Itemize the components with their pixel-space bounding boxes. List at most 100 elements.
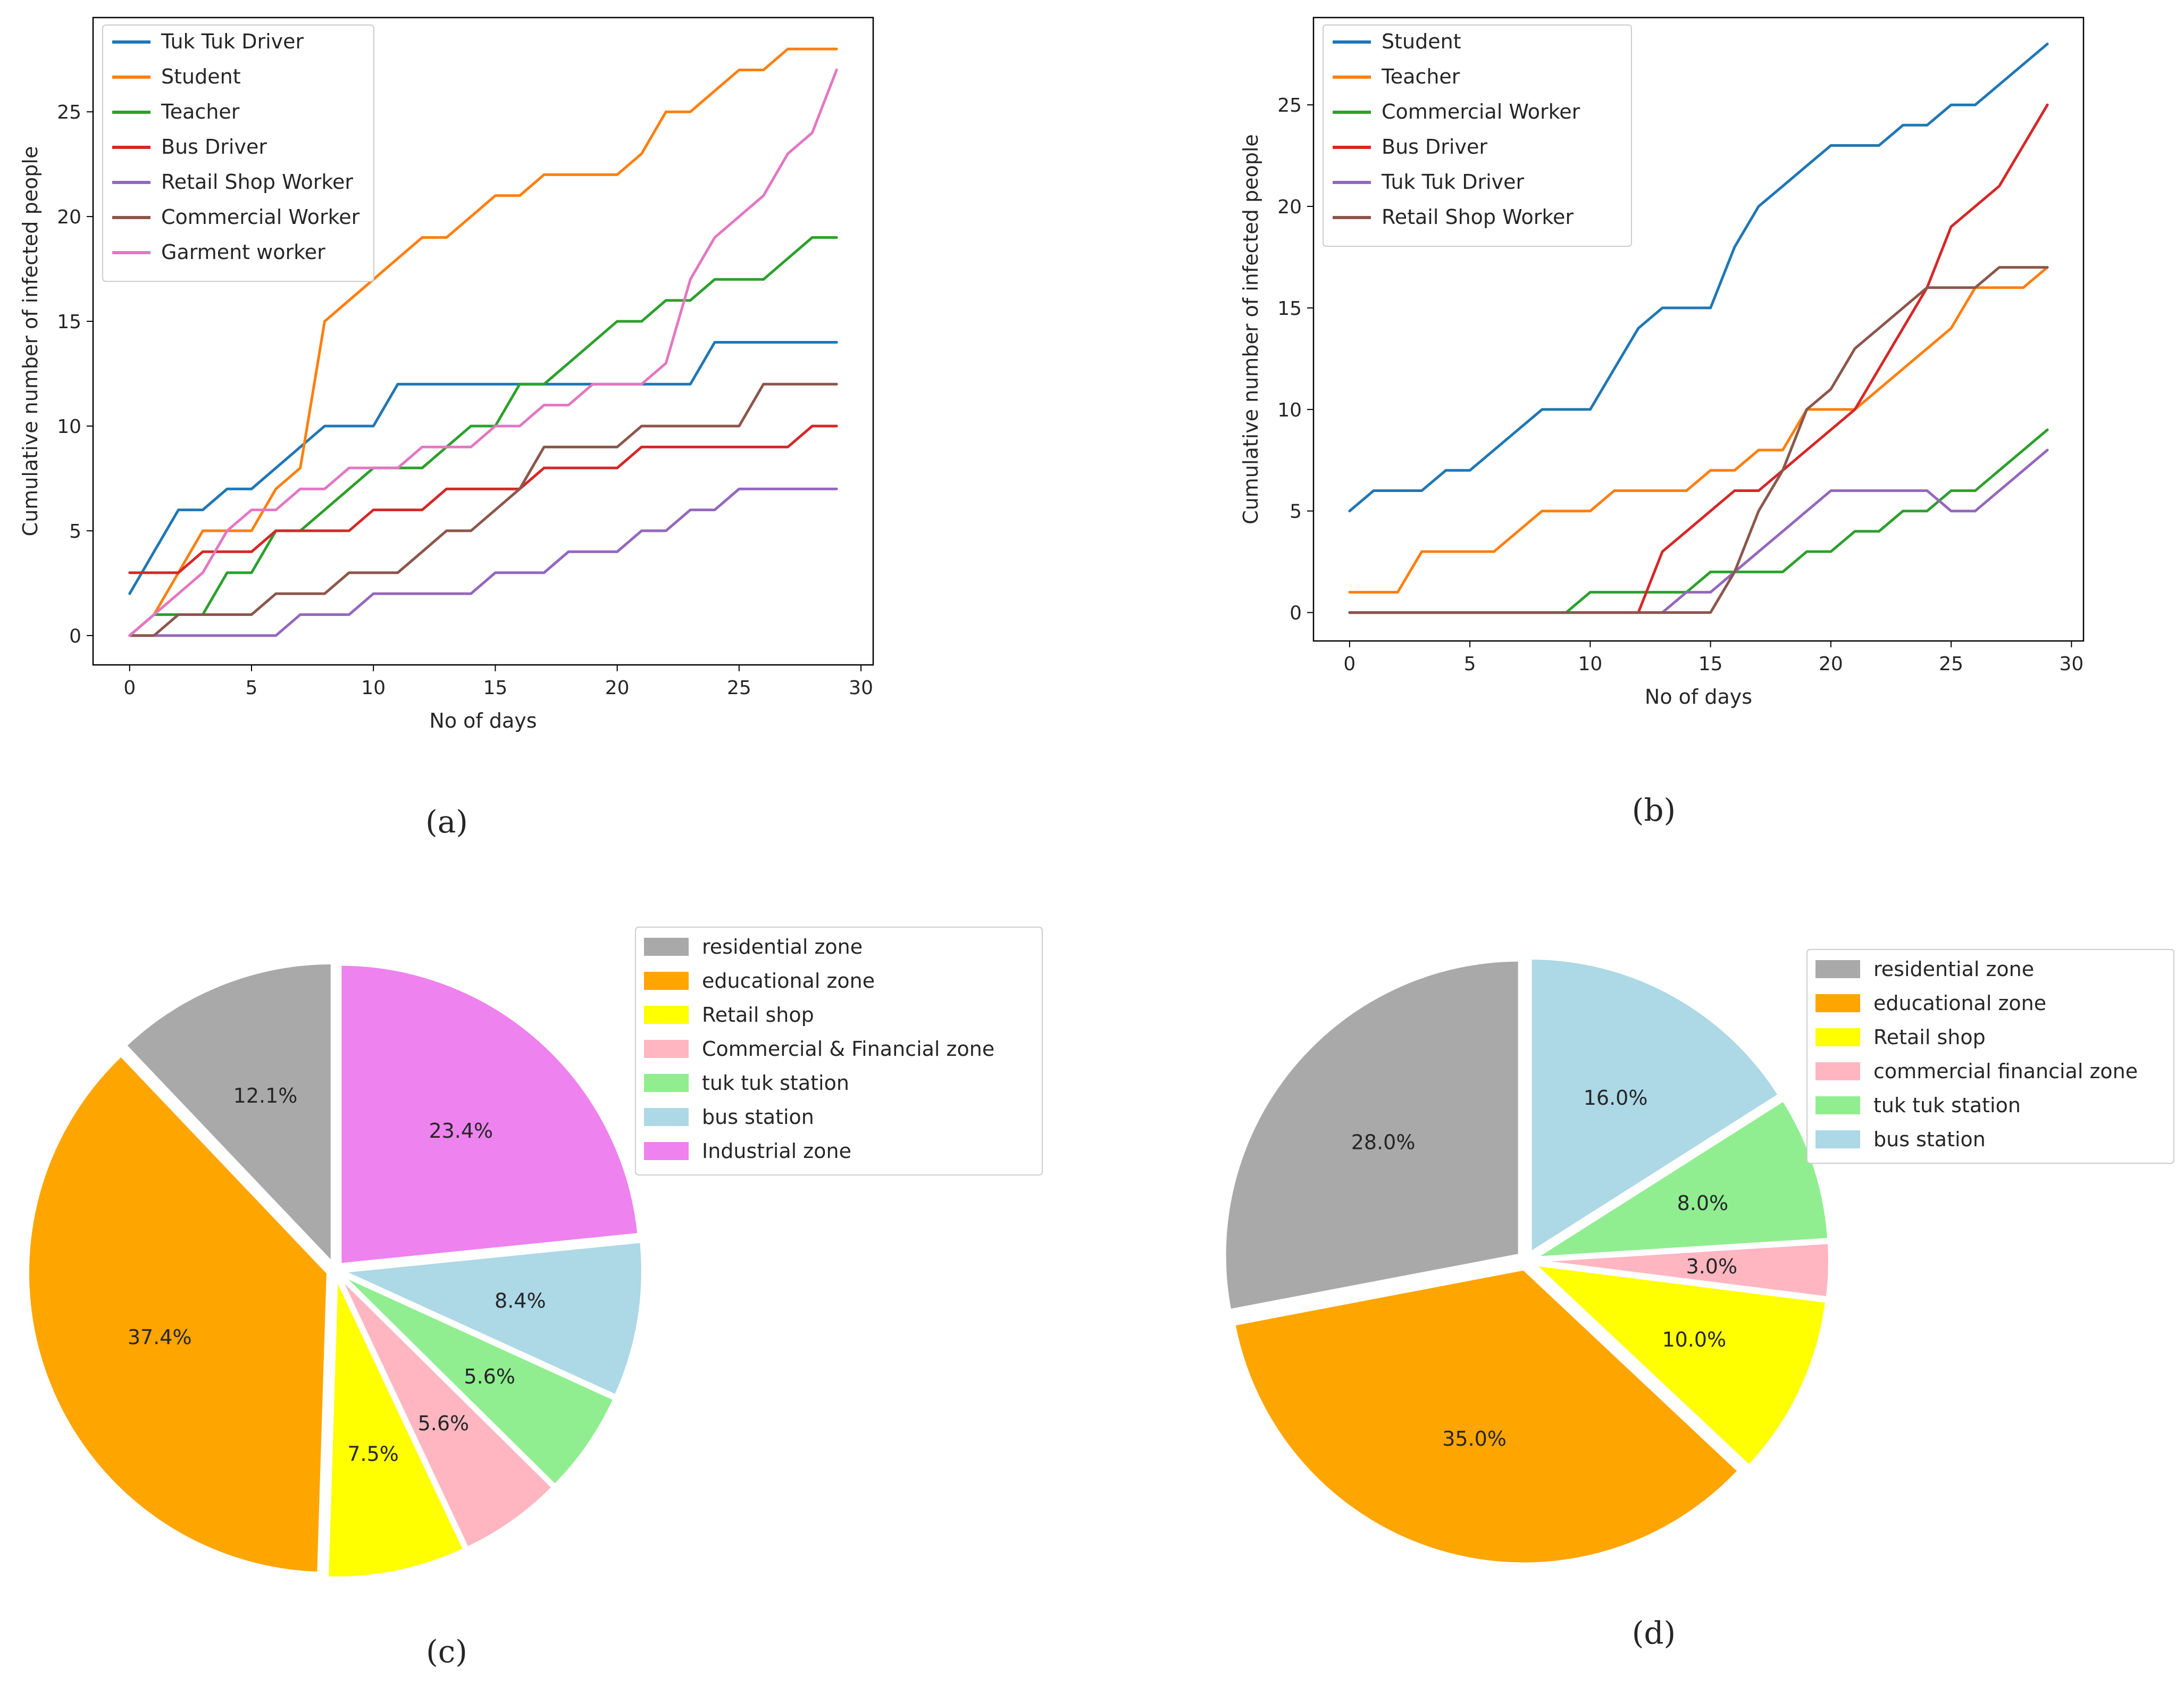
y-tick-label: 0 — [1290, 603, 1302, 624]
legend-label: Teacher — [1381, 65, 1460, 88]
pie-percent-label: 37.4% — [128, 1326, 192, 1349]
legend-label: Teacher — [161, 100, 240, 123]
legend-swatch — [644, 1142, 689, 1160]
legend-label: Industrial zone — [702, 1139, 851, 1163]
x-tick-label: 5 — [1464, 653, 1476, 675]
x-tick-label: 10 — [1578, 653, 1602, 675]
pie-chart-c: 12.1% 37.4% 7.5% 5.6% 5.6% 8.4% 23.4% residenti… — [26, 927, 1043, 1670]
legend-label: tuk tuk station — [1873, 1094, 2021, 1117]
legend-label: Student — [1382, 30, 1461, 53]
pie-percent-label: 35.0% — [1442, 1427, 1507, 1451]
series-line-teacher — [128, 236, 838, 637]
legend-label: Tuk Tuk Driver — [161, 30, 304, 53]
pie-slice-tuk-tuk-station — [1533, 1098, 1831, 1260]
pie-slice-industrial-zone — [338, 962, 641, 1266]
caption-b: (b) — [1632, 792, 1676, 828]
legend-box — [1806, 949, 2174, 1164]
y-tick-label: 10 — [1277, 399, 1302, 421]
pie-slice-tuk-tuk-station — [339, 1272, 616, 1487]
pie-percent-label: 7.5% — [347, 1443, 399, 1466]
legend-swatch — [1815, 1130, 1860, 1148]
legend-label: Retail shop — [1873, 1026, 1986, 1049]
pie-chart-d: 28.0% 35.0% 10.0% 3.0% 8.0% 16.0% residential … — [1223, 949, 2174, 1651]
legend-label: Garment worker — [161, 240, 325, 264]
legend-swatch — [644, 1040, 689, 1058]
pie-slice-educational-zone — [26, 1053, 330, 1575]
legend-label: Commercial Worker — [161, 205, 360, 229]
legend: residential zone educational zone Retail s… — [635, 927, 1043, 1176]
y-tick-label: 15 — [1277, 298, 1302, 320]
pie-percent-label: 8.4% — [495, 1289, 546, 1312]
x-axis-label: No of days — [1645, 685, 1752, 709]
legend-swatch — [1815, 960, 1860, 978]
legend-swatch — [644, 1074, 689, 1092]
y-tick-label: 25 — [1277, 95, 1302, 116]
legend: Tuk Tuk Driver Student Teacher Bus Driver Re… — [102, 24, 374, 282]
pie-percent-label: 28.0% — [1351, 1131, 1416, 1154]
legend-label: educational zone — [702, 969, 875, 993]
x-tick-label: 0 — [1343, 653, 1355, 675]
series-line-retail-shop-worker — [1348, 266, 2049, 614]
x-tick-label: 15 — [1698, 653, 1723, 675]
x-tick-label: 30 — [2059, 653, 2083, 675]
pie-percent-label: 5.6% — [418, 1412, 470, 1435]
series-line-commercial-worker — [128, 382, 838, 637]
pie-slice-residential-zone — [1223, 958, 1521, 1312]
y-axis-label: Cumulative number of infected people — [19, 146, 42, 537]
caption-d: (d) — [1632, 1615, 1676, 1651]
legend-swatch — [644, 938, 689, 956]
legend-label: bus station — [702, 1105, 814, 1129]
legend-label: tuk tuk station — [702, 1071, 849, 1095]
pie-slice-educational-zone — [1232, 1267, 1741, 1566]
pie-percent-label: 5.6% — [464, 1365, 515, 1388]
legend-box — [102, 24, 374, 282]
series-line-tuk-tuk-driver — [128, 341, 838, 595]
legend-label: Student — [161, 65, 241, 88]
legend-swatch — [1815, 1062, 1860, 1080]
x-tick-label: 5 — [246, 677, 258, 699]
series-line-garment-worker — [128, 69, 838, 637]
legend-label: bus station — [1873, 1128, 1986, 1151]
legend-swatch — [1815, 1096, 1860, 1114]
x-tick-label: 20 — [605, 677, 630, 699]
pie-percent-label: 23.4% — [429, 1119, 493, 1143]
x-tick-label: 10 — [361, 677, 386, 699]
pie-slice-commercial-financial-zone — [1533, 1240, 1831, 1300]
y-tick-label: 15 — [57, 311, 81, 333]
legend-label: residential zone — [1873, 957, 2034, 981]
pie-slice-bus-station — [1528, 956, 1781, 1255]
pie-slice-bus-station — [340, 1239, 645, 1398]
line-chart-a: 0 5 10 15 20 25 30 0 5 10 15 20 25 No of days Cumulati… — [19, 16, 874, 840]
legend-label: Retail shop — [702, 1003, 814, 1027]
pie-percent-label: 3.0% — [1686, 1255, 1738, 1278]
legend: residential zone educational zone Retail s… — [1806, 949, 2174, 1164]
series-line-teacher — [1348, 266, 2049, 594]
legend-label: Tuk Tuk Driver — [1381, 170, 1525, 194]
legend-label: Bus Driver — [161, 135, 267, 159]
legend: Student Teacher Commercial Worker Bus Drive… — [1323, 24, 1632, 247]
pie-percent-label: 12.1% — [233, 1084, 298, 1107]
y-tick-label: 5 — [69, 521, 81, 543]
pie-slice-commercial-financial-zone — [338, 1274, 555, 1550]
x-tick-label: 20 — [1819, 653, 1843, 675]
series-line-student — [1348, 43, 2049, 513]
legend-swatch — [644, 1108, 689, 1126]
legend-swatch — [1815, 994, 1860, 1012]
pie-percent-label: 16.0% — [1584, 1086, 1648, 1110]
y-tick-label: 20 — [1277, 196, 1302, 218]
legend-label: educational zone — [1873, 991, 2046, 1015]
x-tick-label: 25 — [1939, 653, 1963, 675]
legend-swatch — [1815, 1028, 1860, 1046]
pie-slice-residential-zone — [123, 961, 334, 1265]
x-tick-label: 30 — [849, 677, 873, 699]
line-chart-b: 0 5 10 15 20 25 30 0 5 10 15 20 25 No of days Cumulati… — [1239, 16, 2085, 828]
y-axis-label: Cumulative number of infected people — [1239, 134, 1262, 524]
caption-a: (a) — [425, 804, 468, 840]
y-tick-label: 20 — [57, 206, 81, 228]
x-axis-label: No of days — [429, 709, 537, 732]
y-tick-label: 5 — [1290, 501, 1302, 523]
legend-swatch — [644, 1006, 689, 1024]
legend-box — [635, 927, 1043, 1176]
y-tick-label: 0 — [69, 626, 81, 647]
